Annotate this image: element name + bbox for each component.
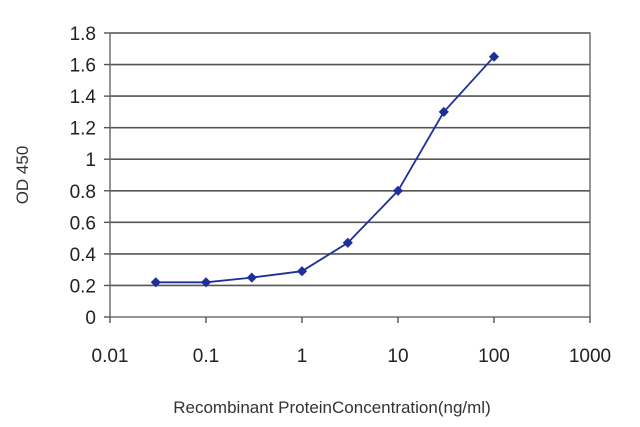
x-tick-label: 1 [297,346,308,367]
y-tick-label: 0.6 [70,213,96,234]
data-point [246,272,257,283]
y-tick-label: 1 [85,150,96,171]
data-point [392,185,404,196]
data-point [150,277,161,288]
y-tick-label: 1.2 [70,119,96,140]
y-tick-label: 0.8 [70,182,96,203]
y-tick-label: 1.4 [70,87,97,108]
axes [104,32,591,323]
x-tick-label: 100 [478,346,510,367]
y-axis-title: OD 450 [13,146,32,205]
y-tick-label: 0.4 [70,245,97,266]
x-tick-label: 0.01 [92,346,129,367]
plot-frame [109,32,591,318]
data-point [296,266,308,277]
y-tick-label: 0.2 [70,276,96,297]
x-axis-title: Recombinant ProteinConcentration(ng/ml) [173,398,491,417]
plot-background [110,33,590,317]
series-layer [150,51,500,288]
tick-labels: 0 0.2 0.4 0.6 0.8 1 1.2 1.4 1.6 1.8 0.01 0.1 1 10 100 1… [70,24,612,367]
data-point [200,277,212,288]
y-tick-label: 1.8 [70,24,96,45]
data-point [488,51,500,62]
x-tick-label: 1000 [569,346,611,367]
x-tick-label: 10 [387,346,408,367]
series-line [155,56,495,284]
x-tick-label: 0.1 [193,346,219,367]
y-tick-label: 0 [85,308,96,329]
y-tick-label: 1.6 [70,56,96,77]
data-point [342,237,353,248]
data-point [438,106,449,117]
